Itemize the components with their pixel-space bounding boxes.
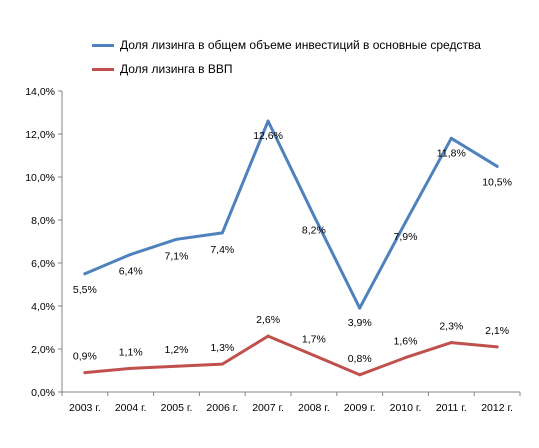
y-tick-label: 14,0%	[25, 86, 55, 98]
y-tick-label: 10,0%	[25, 172, 55, 184]
data-point	[266, 119, 270, 123]
data-point	[358, 306, 362, 310]
y-tick-label: 2,0%	[31, 344, 55, 356]
data-point	[83, 272, 87, 276]
data-point	[129, 366, 133, 370]
x-tick-label: 2009 г.	[344, 402, 376, 414]
data-label: 12,6%	[253, 130, 283, 142]
data-label: 5,5%	[73, 284, 97, 296]
legend-item-investment: Доля лизинга в общем объеме инвестиций в…	[92, 33, 481, 57]
data-point	[220, 362, 224, 366]
data-label: 1,3%	[210, 342, 234, 354]
x-tick-label: 2003 г.	[69, 402, 101, 414]
data-point	[449, 136, 453, 140]
x-tick-label: 2007 г.	[252, 402, 284, 414]
data-point	[220, 231, 224, 235]
data-label: 10,5%	[482, 176, 512, 188]
data-label: 1,7%	[302, 333, 326, 345]
data-label: 0,9%	[73, 351, 97, 363]
series-line-1	[83, 334, 499, 377]
data-point	[404, 356, 407, 360]
legend-item-gdp: Доля лизинга в ВВП	[92, 57, 481, 81]
data-label: 1,6%	[394, 336, 418, 348]
data-point	[312, 214, 316, 218]
data-point	[449, 341, 453, 345]
data-point	[83, 371, 87, 375]
data-label: 2,3%	[439, 321, 463, 333]
data-point	[358, 373, 362, 377]
x-tick-label: 2004 г.	[115, 402, 147, 414]
legend-swatch-investment	[92, 43, 114, 47]
data-point	[495, 345, 499, 349]
data-point	[312, 353, 316, 357]
y-tick-label: 12,0%	[25, 129, 55, 141]
data-label: 7,9%	[394, 231, 418, 243]
data-label: 1,2%	[165, 344, 189, 356]
data-point	[404, 220, 407, 224]
x-tick-label: 2008 г.	[298, 402, 330, 414]
legend-label-gdp: Доля лизинга в ВВП	[120, 62, 233, 76]
series-line-0	[83, 119, 499, 310]
legend-label-investment: Доля лизинга в общем объеме инвестиций в…	[120, 38, 481, 52]
data-point	[175, 364, 178, 368]
data-label: 2,1%	[485, 325, 509, 337]
data-point	[129, 252, 133, 256]
data-label: 7,4%	[210, 244, 234, 256]
legend: Доля лизинга в общем объеме инвестиций в…	[92, 33, 481, 81]
data-label: 1,1%	[119, 346, 143, 358]
legend-swatch-gdp	[92, 67, 114, 71]
data-label: 0,8%	[348, 353, 372, 365]
x-tick-label: 2010 г.	[390, 402, 422, 414]
y-tick-label: 8,0%	[31, 215, 55, 227]
x-tick-label: 2006 г.	[206, 402, 238, 414]
data-label: 8,2%	[302, 225, 326, 237]
data-point	[175, 237, 178, 241]
y-tick-label: 4,0%	[31, 301, 55, 313]
y-tick-label: 0,0%	[31, 387, 55, 399]
data-label: 11,8%	[437, 147, 466, 159]
data-point	[266, 334, 270, 338]
x-tick-label: 2011 г.	[436, 402, 467, 414]
y-tick-label: 6,0%	[31, 258, 55, 270]
data-label: 2,6%	[256, 314, 280, 326]
x-tick-label: 2005 г.	[161, 402, 193, 414]
x-tick-label: 2012 г.	[481, 402, 513, 414]
data-point	[495, 164, 499, 168]
data-label: 6,4%	[119, 265, 143, 277]
data-label: 3,9%	[348, 317, 372, 329]
data-label: 7,1%	[165, 250, 189, 262]
